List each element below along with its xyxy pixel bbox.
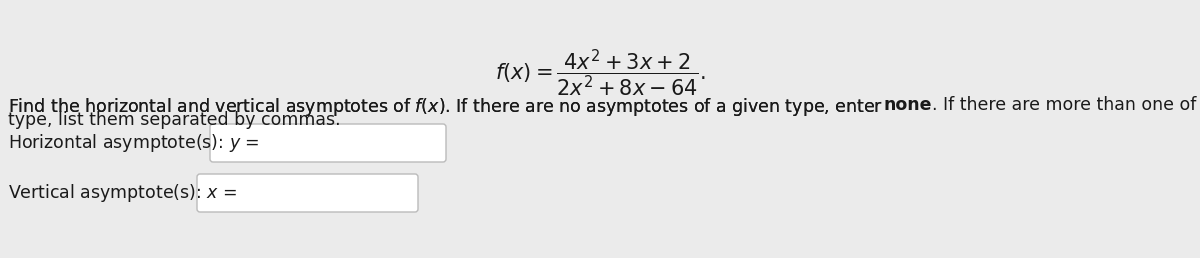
Text: . If there are more than one of a given: . If there are more than one of a given [931,96,1200,114]
FancyBboxPatch shape [197,174,418,212]
Text: Find the horizontal and vertical asymptotes of $f(x)$. If there are no asymptote: Find the horizontal and vertical asympto… [8,96,883,118]
Text: Find the horizontal and vertical asymptotes of $f(x)$. If there are no asymptote: Find the horizontal and vertical asympto… [8,96,883,118]
Text: Horizontal asymptote(s): $y$ =: Horizontal asymptote(s): $y$ = [8,132,259,154]
Text: Vertical asymptote(s): $x$ =: Vertical asymptote(s): $x$ = [8,182,238,204]
Text: none: none [883,96,931,114]
Text: $f(x) = \dfrac{4x^2 + 3x + 2}{2x^2 + 8x - 64}.$: $f(x) = \dfrac{4x^2 + 3x + 2}{2x^2 + 8x … [494,48,706,99]
Text: type, list them separated by commas.: type, list them separated by commas. [8,111,341,129]
FancyBboxPatch shape [210,124,446,162]
